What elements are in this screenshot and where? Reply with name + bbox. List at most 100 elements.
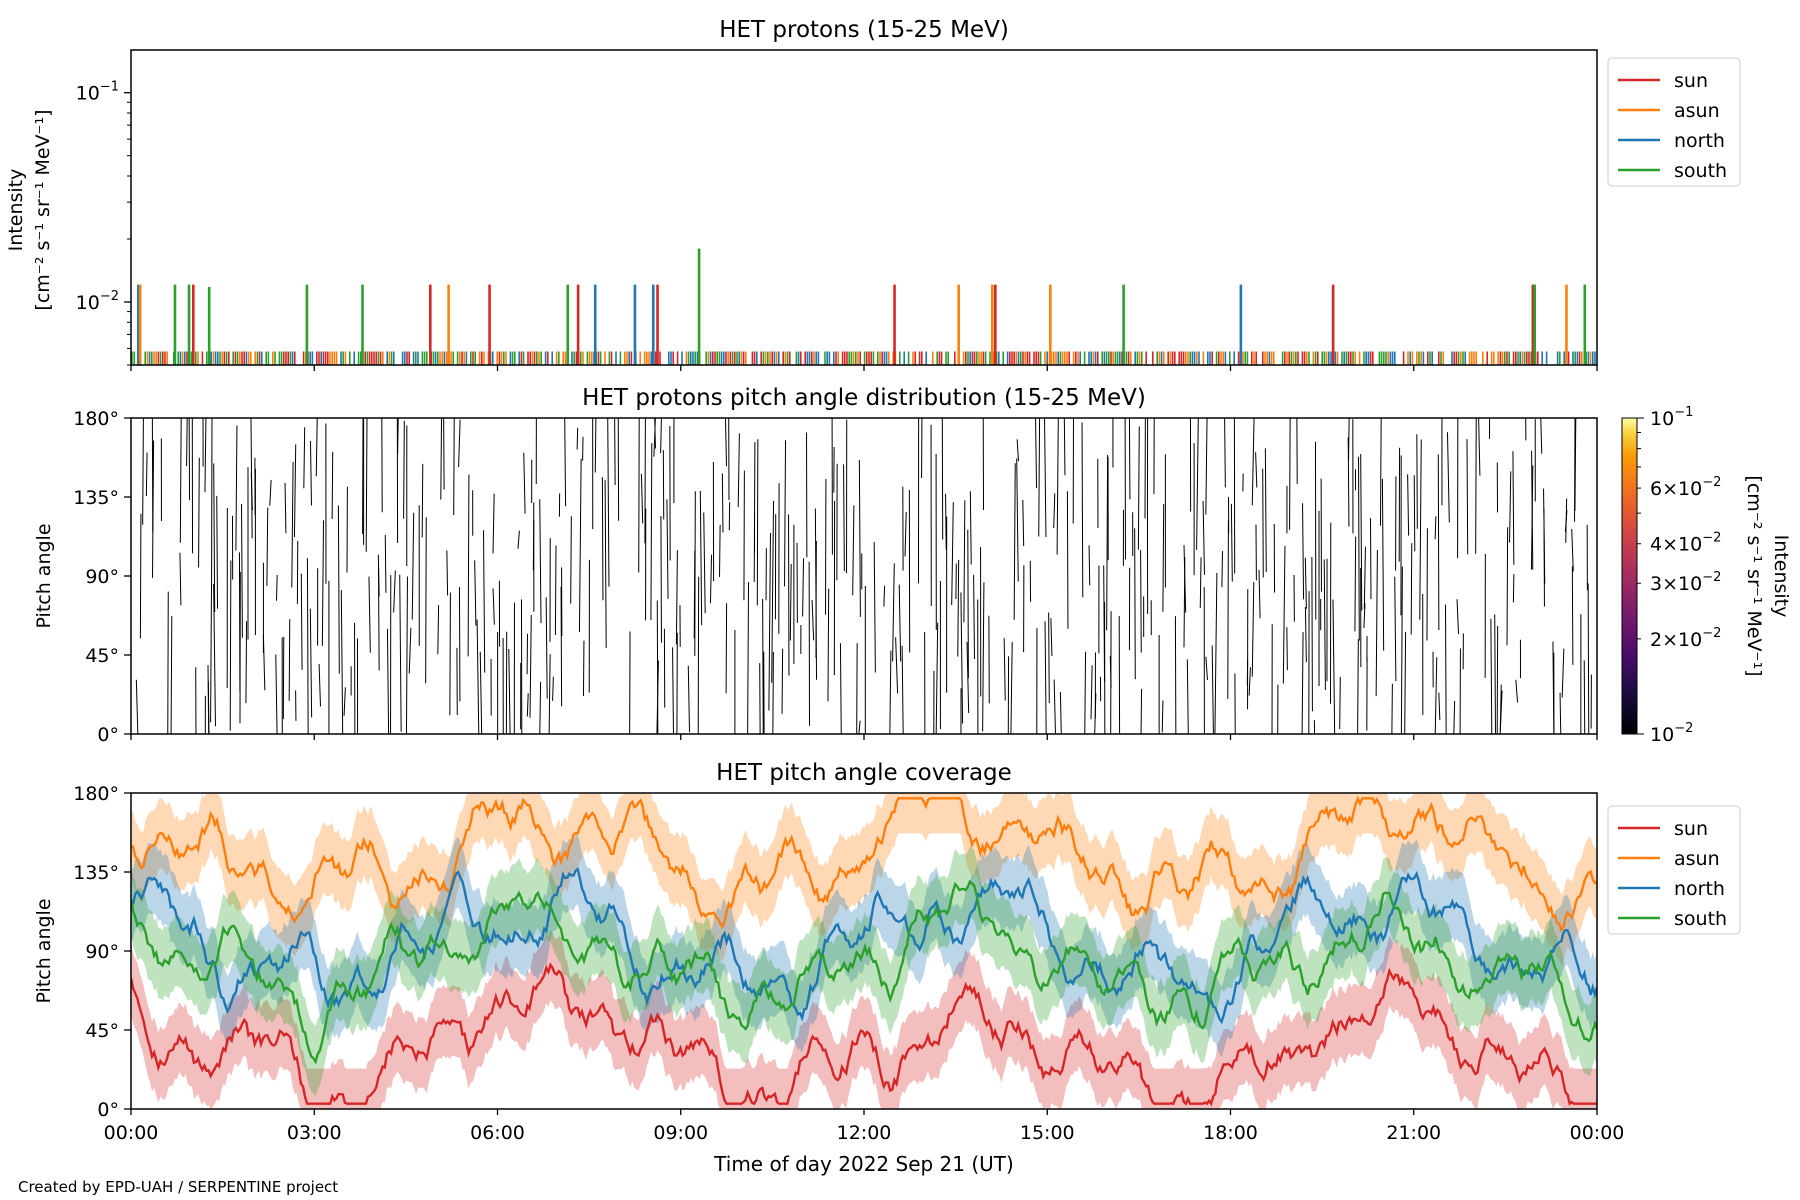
heatmap-cell	[1230, 503, 1233, 582]
heatmap-cell	[1419, 439, 1422, 620]
heatmap-cell	[508, 649, 511, 734]
heatmap-cell	[594, 418, 597, 473]
heatmap-cell	[1404, 631, 1407, 734]
y-tick-label: 45°	[85, 1020, 119, 1042]
heatmap-cell	[1186, 659, 1189, 734]
heatmap-cell	[284, 482, 287, 534]
heatmap-cell	[660, 516, 662, 643]
heatmap-cell	[1456, 599, 1460, 634]
heatmap-cell	[523, 452, 526, 514]
colorbar-tick-label: 6×10−2	[1650, 475, 1721, 500]
colorbar-label-line1: Intensity	[1770, 535, 1792, 618]
heatmap-cell	[653, 418, 656, 457]
heatmap-cell	[306, 558, 309, 734]
heatmap-cell	[1394, 576, 1397, 682]
heatmap-cell	[179, 418, 182, 543]
panel2-title: HET protons pitch angle distribution (15…	[582, 385, 1146, 411]
heatmap-cell	[1162, 504, 1165, 612]
heatmap-cell	[883, 585, 886, 607]
heatmap-cell	[526, 693, 529, 717]
heatmap-cell	[656, 600, 659, 734]
heatmap-cell	[687, 665, 691, 733]
heatmap-cell	[839, 643, 842, 734]
heatmap-cell	[811, 599, 815, 641]
heatmap-cell	[1063, 418, 1066, 476]
heatmap-cell	[1248, 667, 1251, 696]
y-tick-label: 180°	[73, 783, 119, 805]
heatmap-cell	[151, 440, 155, 578]
panel3-title: HET pitch angle coverage	[716, 760, 1012, 786]
heatmap-cell	[1289, 418, 1291, 530]
heatmap-cell	[1264, 448, 1267, 573]
heatmap-cell	[1010, 641, 1013, 734]
heatmap-cell	[578, 458, 582, 633]
y-tick-label: 90°	[85, 941, 119, 963]
coverage-band-asun	[131, 793, 1597, 966]
heatmap-cell	[300, 573, 303, 670]
legend-label-south: south	[1674, 908, 1727, 930]
heatmap-cell	[399, 574, 402, 732]
heatmap-cell	[213, 463, 216, 612]
colorbar-tick-label: 10−2	[1650, 721, 1693, 746]
heatmap-cell	[901, 645, 904, 734]
colorbar-tick-label: 3×10−2	[1650, 570, 1721, 595]
heatmap-cell	[1137, 426, 1140, 550]
heatmap-cell	[1035, 418, 1038, 489]
heatmap-cell	[1258, 569, 1261, 619]
colorbar-tick-label: 2×10−2	[1650, 626, 1721, 651]
colorbar-tick-label: 4×10−2	[1650, 531, 1721, 556]
heatmap-cell	[517, 530, 520, 549]
heatmap-cell	[1044, 621, 1047, 734]
heatmap-cell	[973, 574, 975, 659]
heatmap-cell	[440, 418, 443, 500]
legend-box	[1607, 805, 1741, 935]
heatmap-cell	[467, 474, 470, 657]
heatmap-cell	[250, 418, 253, 539]
heatmap-cell	[660, 418, 662, 454]
heatmap-cell	[365, 418, 368, 552]
heatmap-cell	[843, 464, 845, 572]
heatmap-cell	[1540, 418, 1543, 454]
heatmap-cell	[1530, 465, 1534, 570]
heatmap-cell	[337, 505, 340, 674]
heatmap-cell	[1059, 691, 1062, 734]
heatmap-cell	[1016, 439, 1019, 462]
heatmap-cell	[1282, 545, 1286, 684]
heatmap-cell	[1438, 692, 1441, 720]
heatmap-cell	[1088, 545, 1091, 586]
heatmap-cell	[1358, 456, 1360, 641]
heatmap-cell	[1453, 700, 1456, 734]
y-tick-label: 0°	[97, 724, 119, 746]
heatmap-cell	[1205, 418, 1208, 515]
heatmap-cell	[1478, 418, 1481, 476]
heatmap-cell	[1090, 665, 1093, 720]
heatmap-cell	[1444, 604, 1447, 734]
heatmap-cell	[640, 473, 644, 524]
heatmap-cell	[756, 439, 759, 606]
heatmap-cell	[1466, 438, 1469, 555]
heatmap-cell	[1410, 543, 1413, 635]
coverage-line-south	[131, 879, 1597, 1065]
heatmap-cell	[1221, 551, 1223, 587]
y-tick-label: 10−2	[76, 289, 119, 314]
heatmap-cell	[1003, 638, 1006, 701]
y-tick-label: 90°	[85, 566, 119, 588]
heatmap-cell	[1565, 498, 1568, 543]
heatmap-cell	[967, 529, 969, 679]
heatmap-cell	[235, 425, 238, 551]
heatmap-cell	[204, 418, 207, 493]
heatmap-cell	[368, 576, 371, 653]
y-tick-label: 45°	[85, 645, 119, 667]
y-tick-label: 135°	[73, 487, 119, 509]
heatmap-cell	[607, 418, 610, 587]
heatmap-cell	[1381, 478, 1385, 651]
heatmap-cell	[1109, 655, 1112, 688]
heatmap-cell	[672, 647, 674, 734]
heatmap-cell	[309, 608, 313, 718]
heatmap-cell	[405, 576, 408, 734]
x-tick-label: 09:00	[653, 1122, 708, 1144]
heatmap-cell	[331, 451, 334, 520]
heatmap-cell	[1199, 557, 1202, 608]
heatmap-cell	[529, 615, 532, 718]
heatmap-cell	[1016, 458, 1019, 582]
